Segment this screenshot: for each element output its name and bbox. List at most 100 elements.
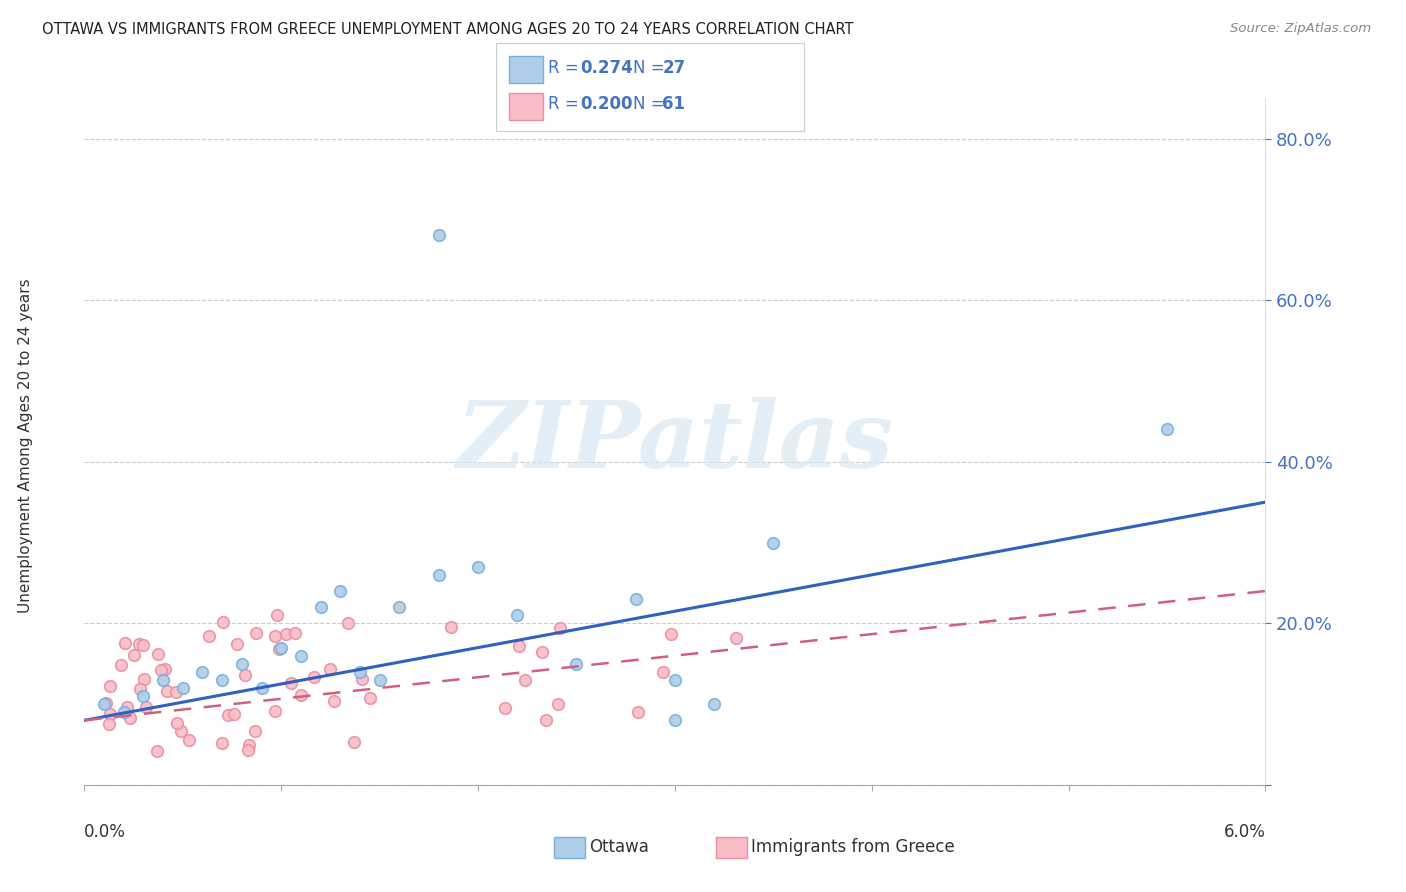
Point bbox=[146, 647, 169, 661]
Point bbox=[269, 642, 291, 657]
Text: 61: 61 bbox=[662, 95, 685, 113]
Point bbox=[534, 713, 557, 727]
Point bbox=[515, 673, 537, 687]
Point bbox=[165, 684, 187, 698]
Point bbox=[343, 735, 366, 749]
Text: 6.0%: 6.0% bbox=[1223, 822, 1265, 841]
Text: Immigrants from Greece: Immigrants from Greece bbox=[751, 838, 955, 856]
Point bbox=[94, 696, 117, 710]
Point bbox=[233, 668, 256, 682]
Point bbox=[508, 639, 530, 653]
Point bbox=[531, 645, 554, 659]
Point bbox=[146, 744, 169, 758]
Point bbox=[250, 681, 273, 695]
Point bbox=[177, 732, 200, 747]
Point bbox=[284, 626, 307, 640]
Point bbox=[280, 676, 302, 690]
Point bbox=[98, 706, 121, 721]
Point bbox=[211, 673, 233, 687]
Text: R =: R = bbox=[548, 95, 585, 113]
Point bbox=[132, 672, 155, 686]
Point bbox=[236, 743, 259, 757]
Point bbox=[212, 615, 235, 629]
Point bbox=[440, 620, 463, 634]
Point bbox=[224, 706, 246, 721]
Point bbox=[304, 670, 326, 684]
Point bbox=[651, 665, 673, 679]
Point bbox=[122, 648, 145, 662]
Point bbox=[565, 657, 588, 671]
Point bbox=[725, 631, 748, 645]
Point bbox=[211, 736, 233, 750]
Point bbox=[274, 626, 297, 640]
Text: Source: ZipAtlas.com: Source: ZipAtlas.com bbox=[1230, 22, 1371, 36]
Point bbox=[217, 708, 239, 723]
Point bbox=[170, 724, 193, 739]
Point bbox=[266, 608, 288, 623]
Point bbox=[350, 672, 373, 686]
Text: 0.0%: 0.0% bbox=[84, 822, 127, 841]
Point bbox=[191, 665, 214, 679]
Point bbox=[703, 697, 725, 711]
Text: 0.200: 0.200 bbox=[581, 95, 633, 113]
Point bbox=[132, 638, 155, 652]
Point bbox=[467, 559, 489, 574]
Point bbox=[359, 690, 381, 705]
Text: 27: 27 bbox=[662, 59, 686, 77]
Point bbox=[624, 592, 647, 607]
Point bbox=[762, 535, 785, 549]
Point bbox=[290, 648, 312, 663]
Point bbox=[198, 629, 221, 643]
Text: N =: N = bbox=[633, 95, 669, 113]
Point bbox=[243, 724, 266, 739]
Point bbox=[270, 640, 292, 655]
Point bbox=[329, 584, 352, 599]
Point bbox=[152, 673, 174, 687]
Point bbox=[319, 662, 342, 676]
Text: 0.274: 0.274 bbox=[581, 59, 634, 77]
Point bbox=[1156, 422, 1178, 436]
Point bbox=[661, 627, 683, 641]
Point bbox=[98, 679, 121, 693]
Point bbox=[172, 681, 194, 695]
Point bbox=[664, 714, 686, 728]
Point bbox=[93, 697, 115, 711]
Point bbox=[112, 705, 135, 719]
Point bbox=[115, 699, 138, 714]
Point bbox=[135, 699, 157, 714]
Point bbox=[290, 688, 312, 702]
Point bbox=[368, 673, 391, 687]
Point bbox=[427, 567, 450, 582]
Point bbox=[263, 704, 285, 718]
Point bbox=[547, 697, 569, 711]
Point bbox=[156, 683, 179, 698]
Point bbox=[98, 716, 121, 731]
Point bbox=[664, 673, 686, 687]
Point bbox=[349, 665, 371, 679]
Point bbox=[388, 600, 411, 615]
Text: Ottawa: Ottawa bbox=[589, 838, 650, 856]
Point bbox=[263, 629, 285, 643]
Point bbox=[114, 636, 136, 650]
Point bbox=[128, 637, 150, 651]
Point bbox=[155, 662, 177, 676]
Text: Unemployment Among Ages 20 to 24 years: Unemployment Among Ages 20 to 24 years bbox=[18, 278, 32, 614]
Text: OTTAWA VS IMMIGRANTS FROM GREECE UNEMPLOYMENT AMONG AGES 20 TO 24 YEARS CORRELAT: OTTAWA VS IMMIGRANTS FROM GREECE UNEMPLO… bbox=[42, 22, 853, 37]
Point bbox=[336, 616, 359, 631]
Point bbox=[166, 716, 188, 731]
Point bbox=[226, 637, 249, 651]
Point bbox=[110, 657, 132, 672]
Point bbox=[494, 701, 516, 715]
Point bbox=[118, 711, 141, 725]
Point bbox=[238, 738, 260, 752]
Point bbox=[245, 626, 267, 640]
Point bbox=[150, 663, 173, 677]
Point bbox=[231, 657, 253, 671]
Point bbox=[427, 228, 450, 243]
Point bbox=[627, 706, 650, 720]
Point bbox=[506, 608, 529, 623]
Point bbox=[309, 600, 332, 615]
Point bbox=[323, 694, 346, 708]
Text: N =: N = bbox=[633, 59, 669, 77]
Text: ZIPatlas: ZIPatlas bbox=[457, 397, 893, 486]
